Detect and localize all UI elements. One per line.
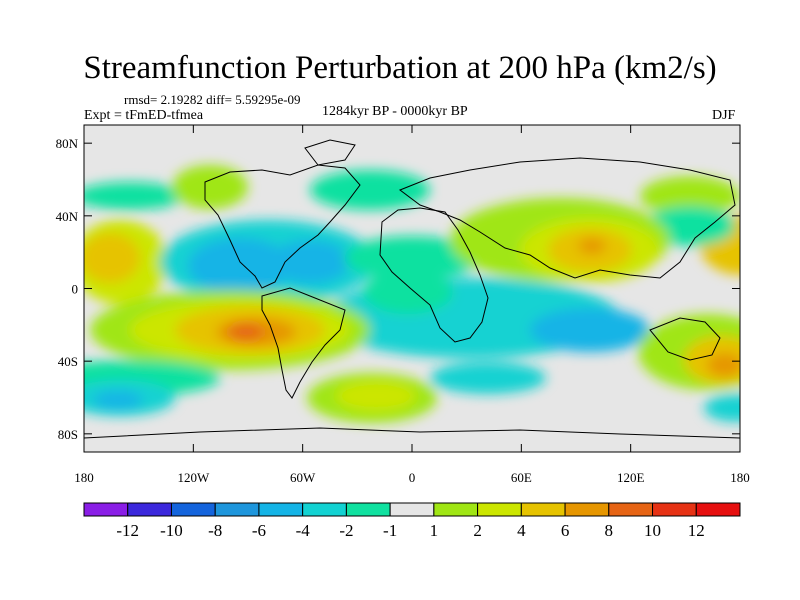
colorbar-label: 6: [561, 521, 570, 540]
south-america-high-peak: [228, 324, 264, 340]
colorbar-label: -6: [252, 521, 266, 540]
eurasia-coast: [398, 157, 736, 279]
colorbar-swatch: [520, 502, 566, 517]
colorbar-label: 8: [605, 521, 614, 540]
asia-high-peak: [578, 238, 606, 254]
latitude-axis: 80N 40N 0 40S 80S: [56, 136, 740, 442]
greenland-coast: [304, 139, 356, 166]
lon-label: 0: [409, 470, 416, 485]
lat-label: 80N: [56, 136, 79, 151]
contour-field: [84, 125, 740, 452]
lon-label: 120W: [177, 470, 210, 485]
europe-low: [344, 236, 480, 280]
africa-low: [363, 270, 453, 314]
colorbar-label: -4: [296, 521, 311, 540]
colorbar-label: -12: [116, 521, 139, 540]
lon-label: 180: [74, 470, 94, 485]
coastlines: [84, 139, 740, 439]
lon-label: 120E: [617, 470, 645, 485]
north-america-coast: [204, 164, 361, 289]
colorbar-swatch: [83, 502, 129, 517]
south-america-coast: [261, 287, 346, 399]
colorbar: -12 -10 -8 -6 -4 -2 -1 1 2 4 6 8 10 12: [83, 502, 741, 540]
colorbar-label: -2: [339, 521, 353, 540]
colorbar-swatch: [389, 502, 435, 517]
lat-label: 40S: [58, 354, 78, 369]
plot-title: Streamfunction Perturbation at 200 hPa (…: [83, 50, 717, 86]
atlantic-low-inner: [270, 240, 350, 284]
south-pacific-low-2-core: [93, 391, 143, 409]
colorbar-swatch: [433, 502, 479, 517]
longitude-axis: 180 120W 60W 0 60E 120E 180: [74, 125, 750, 485]
colorbar-label: -1: [383, 521, 397, 540]
australia-high-peak: [707, 353, 740, 377]
colorbar-swatch: [608, 502, 654, 517]
colorbar-swatch: [477, 502, 522, 517]
lat-label: 0: [72, 282, 79, 297]
north-pacific-anomaly-inner: [84, 233, 140, 283]
colorbar-swatch: [127, 502, 172, 517]
stats-label: rmsd= 2.19282 diff= 5.59295e-09: [124, 92, 301, 107]
colorbar-swatch: [652, 502, 697, 517]
colorbar-label: 12: [688, 521, 705, 540]
southeast-low: [704, 394, 740, 422]
indian-ocean-low-inner: [530, 308, 650, 352]
colorbar-swatch: [214, 502, 260, 517]
arctic-band-west: [84, 182, 185, 210]
experiment-label: Expt = tFmED-tfmea: [84, 108, 204, 123]
colorbar-swatch: [345, 502, 391, 517]
colorbar-label: 4: [517, 521, 526, 540]
north-asia-high: [640, 176, 740, 216]
colorbar-swatch: [564, 502, 610, 517]
colorbar-label: 10: [644, 521, 661, 540]
north-pacific-low-inner: [188, 238, 292, 294]
alaska-high: [172, 165, 248, 209]
south-indian-low: [430, 362, 546, 394]
lat-label: 40N: [56, 209, 79, 224]
colorbar-swatch: [258, 502, 304, 517]
colorbar-swatch: [170, 502, 216, 517]
antarctica-coast: [84, 427, 740, 439]
lon-label: 60W: [290, 470, 316, 485]
colorbar-label: 1: [430, 521, 439, 540]
colorbar-swatch: [302, 502, 347, 517]
colorbar-label: -8: [208, 521, 222, 540]
australia-coast: [649, 317, 721, 361]
lon-label: 60E: [511, 470, 532, 485]
south-atlantic-high-core: [336, 381, 416, 411]
north-atlantic-band: [310, 170, 430, 210]
lat-label: 80S: [58, 427, 78, 442]
colorbar-label: -10: [160, 521, 183, 540]
season-label: DJF: [712, 108, 736, 123]
period-label: 1284kyr BP - 0000kyr BP: [322, 104, 468, 119]
lon-label: 180: [730, 470, 750, 485]
colorbar-label: 2: [473, 521, 482, 540]
colorbar-swatch: [695, 502, 741, 517]
